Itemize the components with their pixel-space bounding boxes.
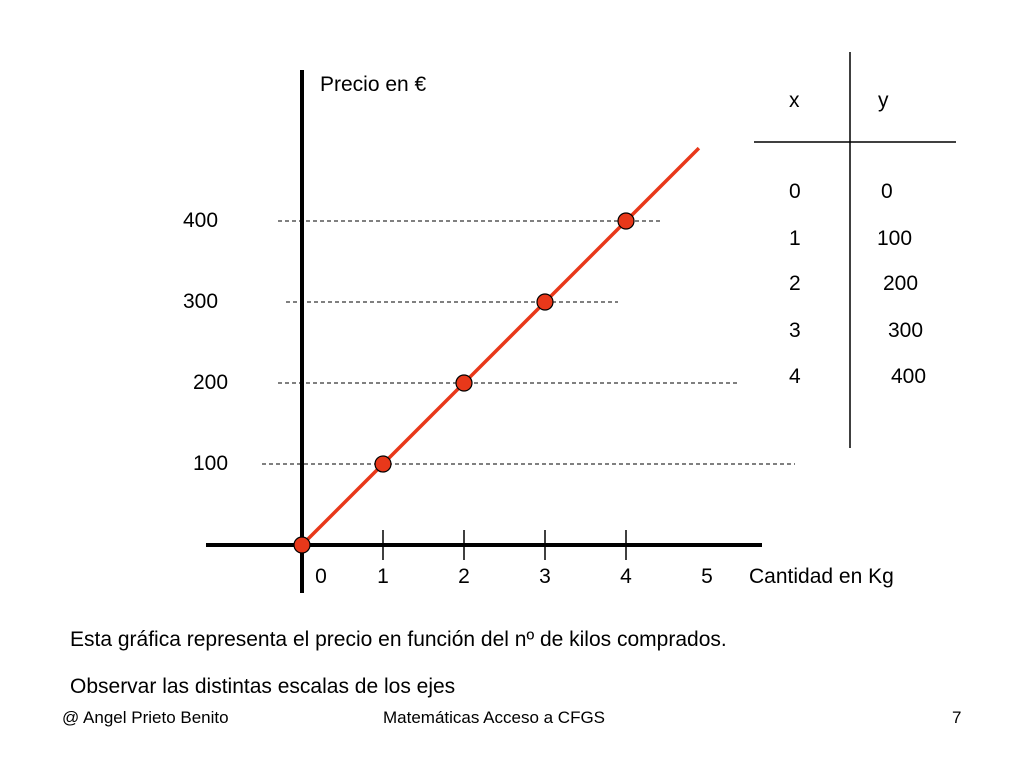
table-cell-y: 400 xyxy=(891,365,927,388)
series-line xyxy=(300,146,701,547)
table-cell-x: 3 xyxy=(789,319,801,342)
y-tick-labels: 100 200 300 400 xyxy=(183,209,228,475)
table-cell-x: 1 xyxy=(789,227,801,250)
caption-line-1: Esta gráfica representa el precio en fun… xyxy=(70,628,727,651)
x-axis-label: Cantidad en Kg xyxy=(749,565,894,588)
table-header-x: x xyxy=(789,89,800,112)
x-tick-marks xyxy=(382,530,627,560)
y-axis-label: Precio en € xyxy=(320,73,427,96)
table-cell-y: 300 xyxy=(888,319,924,342)
y-tick-label: 400 xyxy=(183,209,218,232)
x-tick-label: 3 xyxy=(539,565,551,588)
data-point xyxy=(293,536,311,554)
caption-line-2: Observar las distintas escalas de los ej… xyxy=(70,675,456,698)
footer-course: Matemáticas Acceso a CFGS xyxy=(383,708,606,727)
table-cell-y: 0 xyxy=(881,180,893,203)
table-cell-x: 0 xyxy=(789,180,801,203)
data-point xyxy=(455,374,473,392)
y-tick-label: 200 xyxy=(193,371,228,394)
gridlines xyxy=(262,220,795,465)
x-tick-label: 0 xyxy=(315,565,327,588)
table-cell-x: 2 xyxy=(789,272,801,295)
x-tick-label: 5 xyxy=(701,565,713,588)
data-point xyxy=(374,455,392,473)
data-point xyxy=(617,212,635,230)
data-points xyxy=(293,212,635,554)
x-tick-labels: 0 1 2 3 4 5 xyxy=(315,565,713,588)
y-tick-label: 300 xyxy=(183,290,218,313)
x-tick-label: 4 xyxy=(620,565,632,588)
table-header-y: y xyxy=(878,89,889,112)
table-cell-y: 100 xyxy=(877,227,913,250)
table-cell-x: 4 xyxy=(789,365,801,388)
data-point xyxy=(536,293,554,311)
footer-page-number: 7 xyxy=(952,708,962,727)
table-cell-y: 200 xyxy=(883,272,919,295)
x-tick-label: 1 xyxy=(377,565,389,588)
y-tick-label: 100 xyxy=(193,452,228,475)
footer-author: @ Angel Prieto Benito xyxy=(62,708,229,727)
x-tick-label: 2 xyxy=(458,565,470,588)
